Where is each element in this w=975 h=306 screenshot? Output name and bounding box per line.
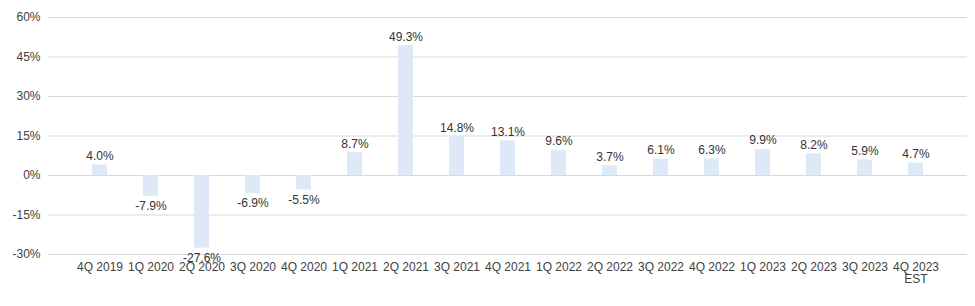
svg-text:2Q 2023: 2Q 2023: [791, 260, 837, 274]
svg-text:-6.9%: -6.9%: [237, 196, 269, 210]
svg-text:8.7%: 8.7%: [341, 137, 369, 151]
svg-text:30%: 30%: [16, 89, 40, 103]
svg-text:-15%: -15%: [12, 208, 40, 222]
svg-text:9.9%: 9.9%: [749, 133, 777, 147]
svg-text:1Q 2023: 1Q 2023: [740, 260, 786, 274]
svg-text:3Q 2020: 3Q 2020: [230, 260, 276, 274]
svg-text:2Q 2021: 2Q 2021: [383, 260, 429, 274]
svg-text:4.7%: 4.7%: [902, 147, 930, 161]
svg-text:4Q 2022: 4Q 2022: [689, 260, 735, 274]
svg-text:3Q 2022: 3Q 2022: [638, 260, 684, 274]
svg-text:4Q 2021: 4Q 2021: [485, 260, 531, 274]
svg-text:6.1%: 6.1%: [647, 143, 675, 157]
svg-text:3Q 2023: 3Q 2023: [842, 260, 888, 274]
svg-text:-7.9%: -7.9%: [135, 199, 167, 213]
svg-text:-5.5%: -5.5%: [288, 193, 320, 207]
svg-text:-30%: -30%: [12, 247, 40, 261]
svg-text:2Q 2022: 2Q 2022: [587, 260, 633, 274]
svg-text:14.8%: 14.8%: [440, 121, 474, 135]
svg-text:4Q 2020: 4Q 2020: [281, 260, 327, 274]
svg-text:49.3%: 49.3%: [389, 30, 423, 44]
svg-text:4.0%: 4.0%: [86, 149, 114, 163]
svg-text:3Q 2021: 3Q 2021: [434, 260, 480, 274]
svg-text:13.1%: 13.1%: [491, 125, 525, 139]
svg-text:3.7%: 3.7%: [596, 150, 624, 164]
svg-text:4Q 2019: 4Q 2019: [77, 260, 123, 274]
svg-text:4Q 2023EST: 4Q 2023EST: [893, 260, 939, 286]
svg-text:0%: 0%: [23, 168, 41, 182]
svg-text:-27.6%: -27.6%: [183, 251, 221, 265]
svg-text:15%: 15%: [16, 129, 40, 143]
svg-text:1Q 2022: 1Q 2022: [536, 260, 582, 274]
svg-text:9.6%: 9.6%: [545, 134, 573, 148]
svg-text:60%: 60%: [16, 10, 40, 24]
svg-text:1Q 2020: 1Q 2020: [128, 260, 174, 274]
svg-text:5.9%: 5.9%: [851, 144, 879, 158]
svg-text:2Q 2020: 2Q 2020: [179, 260, 225, 274]
svg-text:8.2%: 8.2%: [800, 138, 828, 152]
svg-text:1Q 2021: 1Q 2021: [332, 260, 378, 274]
svg-text:45%: 45%: [16, 50, 40, 64]
svg-text:6.3%: 6.3%: [698, 143, 726, 157]
